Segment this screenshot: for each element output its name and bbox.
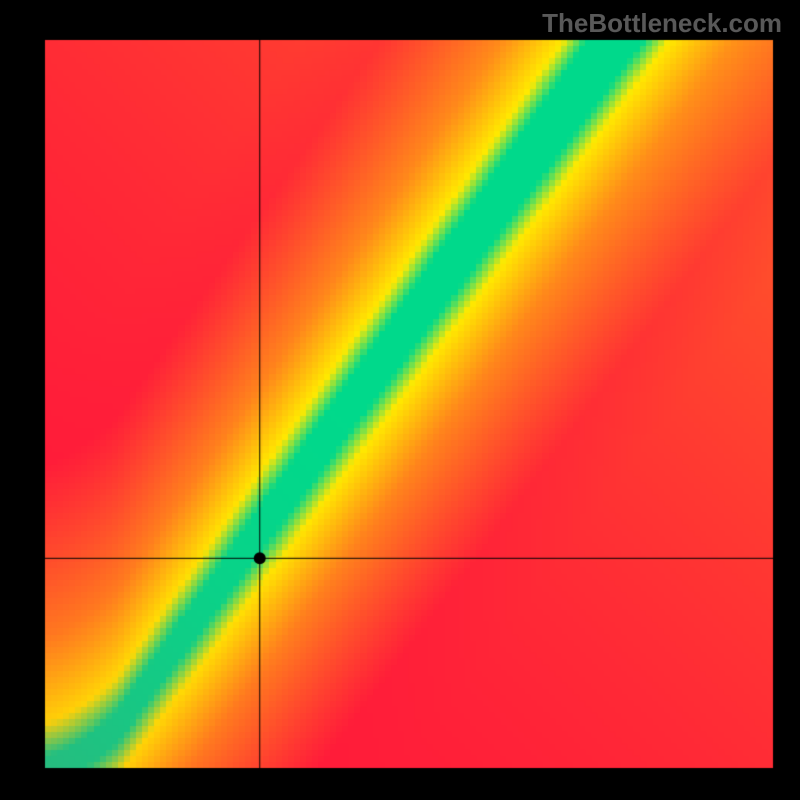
watermark-text: TheBottleneck.com <box>542 8 782 39</box>
chart-container: TheBottleneck.com <box>0 0 800 800</box>
bottleneck-heatmap-canvas <box>0 0 800 800</box>
